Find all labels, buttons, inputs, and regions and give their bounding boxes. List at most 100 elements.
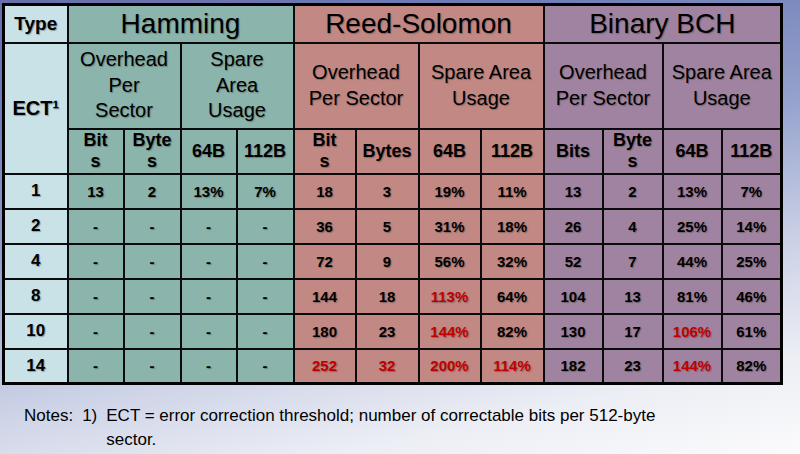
column-header-bits: Bit s (294, 129, 356, 174)
table-row-ect-14: 14 - - - - 252 32 200% 114% 182 23 144% … (4, 349, 782, 384)
data-cell: 2 (603, 174, 663, 209)
data-cell: - (68, 349, 124, 384)
note-item-number: 1) (82, 404, 97, 428)
data-cell: 31% (419, 209, 481, 244)
data-cell: - (181, 314, 237, 349)
data-cell: 13 (544, 174, 603, 209)
data-cell: - (68, 209, 124, 244)
data-cell: 2 (124, 174, 181, 209)
data-cell: 32 (356, 349, 419, 384)
hamming-spare-header: Spare Area Usage (181, 43, 294, 129)
binary-bch-spare-header: Spare Area Usage (663, 43, 782, 129)
reed-solomon-spare-header: Spare Area Usage (419, 43, 544, 129)
type-header: Type (4, 5, 68, 43)
data-cell: 7% (237, 174, 294, 209)
note-item-text: ECT = error correction threshold; number… (106, 404, 686, 452)
reed-solomon-overhead-header: Overhead Per Sector (294, 43, 419, 129)
data-cell: - (68, 244, 124, 279)
notes-label: Notes: (24, 404, 73, 428)
slide: Type Hamming Reed-Solomon Binary BCH ECT… (0, 0, 800, 454)
data-cell: - (237, 279, 294, 314)
data-cell: 18% (481, 209, 544, 244)
ect-row-label: 2 (4, 209, 68, 244)
column-header-112b: 112B (481, 129, 544, 174)
table-row-ect-1: 1 13 2 13% 7% 18 3 19% 11% 13 2 13% 7% (4, 174, 782, 209)
data-cell: - (237, 244, 294, 279)
ect-row-label: 4 (4, 244, 68, 279)
column-header-bytes: Bytes (356, 129, 419, 174)
ect-row-label: 14 (4, 349, 68, 384)
data-cell: 7% (722, 174, 782, 209)
data-cell: 46% (722, 279, 782, 314)
data-cell: - (124, 279, 181, 314)
notes: Notes: 1) ECT = error correction thresho… (24, 404, 686, 452)
table-row-groups: Type Hamming Reed-Solomon Binary BCH (4, 5, 782, 43)
data-cell: 36 (294, 209, 356, 244)
data-cell: 200% (419, 349, 481, 384)
data-cell: 9 (356, 244, 419, 279)
data-cell: 17 (603, 314, 663, 349)
data-cell: 23 (603, 349, 663, 384)
group-header-hamming: Hamming (68, 5, 294, 43)
column-header-64b: 64B (181, 129, 237, 174)
column-header-bits: Bit s (68, 129, 124, 174)
table-row-subheaders: ECT¹ Overhead Per Sector Spare Area Usag… (4, 43, 782, 129)
data-cell: 104 (544, 279, 603, 314)
data-cell: 13% (181, 174, 237, 209)
column-header-bytes: Byte s (603, 129, 663, 174)
data-cell: 180 (294, 314, 356, 349)
column-header-bytes: Byte s (124, 129, 181, 174)
ect-row-label: 1 (4, 174, 68, 209)
data-cell: - (124, 314, 181, 349)
table-row-ect-10: 10 - - - - 180 23 144% 82% 130 17 106% 6… (4, 314, 782, 349)
table-row-ect-4: 4 - - - - 72 9 56% 32% 52 7 44% 25% (4, 244, 782, 279)
data-cell: 13 (68, 174, 124, 209)
data-cell: 81% (663, 279, 722, 314)
column-header-112b: 112B (722, 129, 782, 174)
hamming-overhead-header: Overhead Per Sector (68, 43, 181, 129)
data-cell: - (237, 314, 294, 349)
data-cell: - (68, 279, 124, 314)
data-cell: 144 (294, 279, 356, 314)
data-cell: 13 (603, 279, 663, 314)
data-cell: 182 (544, 349, 603, 384)
data-cell: - (181, 209, 237, 244)
group-header-reed-solomon: Reed-Solomon (294, 5, 544, 43)
data-cell: 3 (356, 174, 419, 209)
data-cell: 114% (481, 349, 544, 384)
table-row-ect-2: 2 - - - - 36 5 31% 18% 26 4 25% 14% (4, 209, 782, 244)
data-cell: 23 (356, 314, 419, 349)
data-cell: 18 (356, 279, 419, 314)
ecc-comparison-table: Type Hamming Reed-Solomon Binary BCH ECT… (2, 3, 783, 385)
ect-row-label: 10 (4, 314, 68, 349)
column-header-64b: 64B (419, 129, 481, 174)
data-cell: 52 (544, 244, 603, 279)
data-cell: - (181, 349, 237, 384)
table-row-column-headers: Bit s Byte s 64B 112B Bit s Bytes 64B 11… (4, 129, 782, 174)
data-cell: - (68, 314, 124, 349)
data-cell: 44% (663, 244, 722, 279)
data-cell: 106% (663, 314, 722, 349)
column-header-112b: 112B (237, 129, 294, 174)
data-cell: 61% (722, 314, 782, 349)
data-cell: - (181, 244, 237, 279)
data-cell: 7 (603, 244, 663, 279)
data-cell: - (124, 244, 181, 279)
data-cell: 14% (722, 209, 782, 244)
column-header-64b: 64B (663, 129, 722, 174)
data-cell: 5 (356, 209, 419, 244)
data-cell: 130 (544, 314, 603, 349)
table-row-ect-8: 8 - - - - 144 18 113% 64% 104 13 81% 46% (4, 279, 782, 314)
data-cell: 26 (544, 209, 603, 244)
data-cell: 113% (419, 279, 481, 314)
data-cell: - (181, 279, 237, 314)
data-cell: - (237, 349, 294, 384)
data-cell: 13% (663, 174, 722, 209)
data-cell: 82% (481, 314, 544, 349)
data-cell: 72 (294, 244, 356, 279)
group-header-binary-bch: Binary BCH (544, 5, 782, 43)
data-cell: - (237, 209, 294, 244)
data-cell: 64% (481, 279, 544, 314)
data-cell: 252 (294, 349, 356, 384)
column-header-bits: Bits (544, 129, 603, 174)
